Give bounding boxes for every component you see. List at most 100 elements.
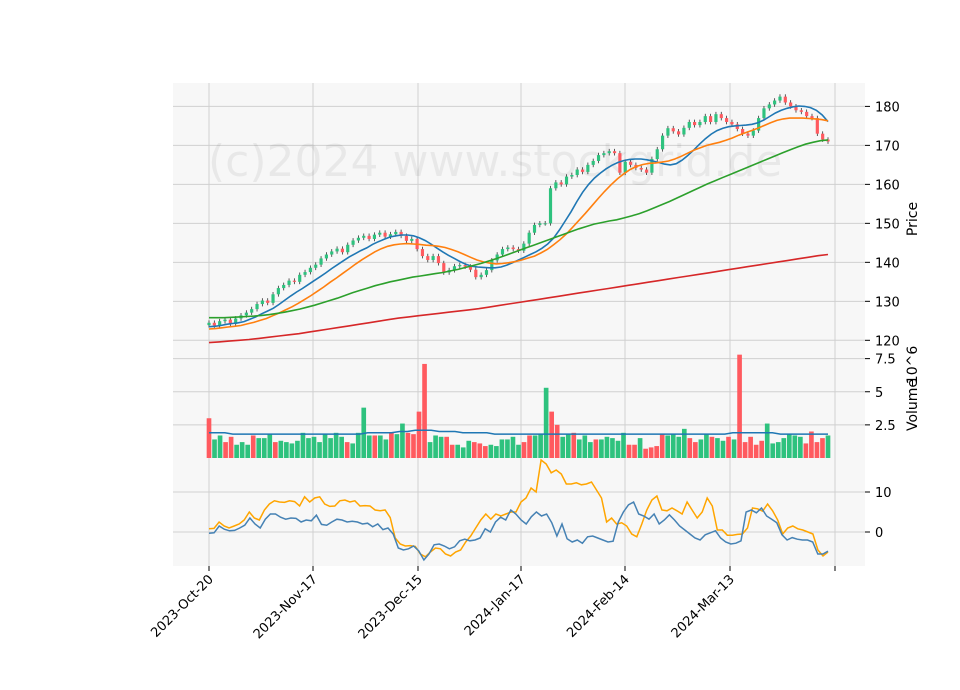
volume-bar [643,448,648,458]
candle-body [431,256,435,260]
volume-bar [527,435,532,458]
candle-body [218,321,222,326]
volume-bar [344,442,350,458]
candle-body [282,284,286,289]
volume-bar [532,435,538,458]
volume-bar [554,424,560,458]
candle-body [815,118,819,134]
chart-panels [173,83,865,566]
volume-bar [455,444,461,458]
candle-body [356,237,361,241]
candle-body [730,121,734,125]
x-tick-label: 2024-Mar-13 [669,572,738,641]
candle-body [532,224,537,233]
candle-body [719,114,723,119]
candle-body [709,116,713,122]
volume-bar [582,435,588,458]
candle-body [340,248,344,253]
chart-grid [173,83,865,566]
volume-bar [599,439,604,458]
volume-bar [328,438,333,458]
oscillator-slow-line [208,458,829,558]
volume-bar [250,435,256,458]
volume-bar [372,435,378,458]
candle-body [548,188,553,224]
volume-bar [394,434,400,458]
volume-tick-label: 2.5 [875,419,896,434]
candle-body [628,161,633,165]
volume-bar [427,442,433,458]
volume-bar [350,443,356,458]
candle-body [479,274,483,278]
volume-bar [366,435,372,458]
volume-bar [378,435,383,458]
volume-bar [681,428,687,458]
volume-bar [411,434,416,458]
candle-body [303,272,307,275]
volume-series [206,354,831,458]
volume-bar [477,443,483,458]
volume-bar [659,434,665,458]
volume-bar [742,442,748,458]
candle-body [228,319,232,324]
candle-body [495,254,499,261]
candle-body [506,247,510,250]
volume-bar [322,434,328,458]
candle-body [741,129,745,134]
candle-body [676,131,681,135]
candle-body [404,235,409,241]
volume-bar [212,439,217,458]
ma-mid-line [208,117,829,330]
candle-body [538,223,542,225]
volume-bar [339,436,344,458]
candle-body [260,300,264,305]
candle-body [484,270,489,275]
volume-bar [206,418,212,458]
x-tick-label: 2023-Oct-20 [148,572,216,640]
volume-bar [400,423,405,458]
candle-body [794,106,798,111]
candle-body [767,104,771,109]
volume-bar [499,439,505,458]
volume-bar [720,440,726,458]
candle-body [714,114,718,122]
candle-body [474,269,478,278]
volume-bar [317,442,322,458]
price-panel [173,83,865,352]
candle-body [655,149,659,160]
candle-body [751,130,755,136]
price-tick-label: 170 [875,139,900,154]
candle-body [570,175,574,177]
candle-body [762,108,766,119]
volume-bar [798,436,803,458]
candle-body [660,135,665,150]
volume-bar [256,438,262,458]
volume-bar [665,435,671,458]
candle-body [602,153,606,156]
volume-axis-exponent: 10^6 [905,346,921,385]
candle-body [468,266,473,270]
volume-bar [621,432,626,458]
volume-bar [825,435,831,458]
volume-bar [538,434,543,458]
candle-body [586,164,590,172]
candle-body [372,234,377,239]
volume-bar [759,440,765,458]
price-axis-title: Price [905,202,921,236]
candle-body [255,304,259,310]
candle-body [244,312,248,316]
candle-body [351,240,355,245]
volume-bar [383,439,389,458]
candle-body [693,121,697,126]
candle-body [783,96,787,103]
volume-bar [604,436,610,458]
candle-body [314,264,318,268]
volume-bar [560,436,566,458]
volume-bar [494,446,499,458]
candle-body [223,319,227,322]
candle-body [399,231,403,236]
volume-bar [626,444,632,458]
volume-bar [300,432,306,458]
volume-bar [228,436,234,458]
x-tick-label: 2024-Feb-14 [564,572,633,641]
